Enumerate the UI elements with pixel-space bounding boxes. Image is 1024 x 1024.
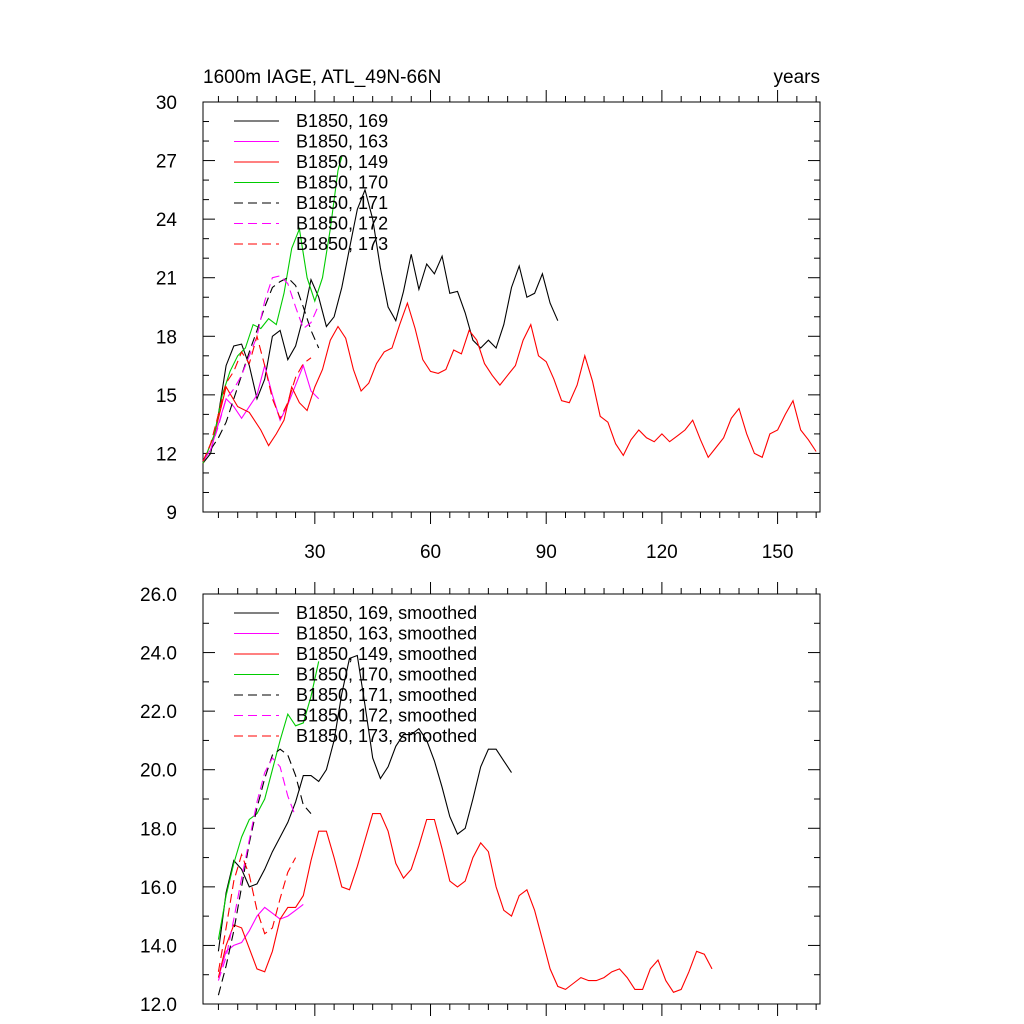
legend-entry-6: B1850, 173 [296,234,388,254]
legend-entry-4: B1850, 171, smoothed [296,685,477,705]
y-tick-label: 12 [156,444,177,465]
y-tick-label: 18.0 [140,819,177,840]
legend-entry-0: B1850, 169 [296,111,388,131]
legend-entry-2: B1850, 149 [296,152,388,172]
series-line-5 [217,757,297,981]
y-tick-label: 22.0 [140,702,177,723]
y-tick-label: 18 [156,327,177,348]
y-tick-label: 21 [156,269,177,290]
series-line-5 [202,275,320,462]
y-tick-label: 24.0 [140,644,177,665]
legend-entry-2: B1850, 149, smoothed [296,644,477,664]
series-line-6 [217,852,297,972]
series-line-3 [202,156,343,464]
x-tick-label: 90 [536,542,557,563]
x-tick-label: 30 [304,542,325,563]
series-line-2 [202,301,817,464]
y-tick-label: 9 [166,503,177,524]
y-tick-label: 27 [156,152,177,173]
legend-entry-4: B1850, 171 [296,193,388,213]
legend-entry-6: B1850, 173, smoothed [296,726,477,746]
y-tick-label: 30 [156,93,177,114]
series-line-6 [202,334,312,462]
legend-entry-5: B1850, 172, smoothed [296,706,477,726]
series-line-4 [217,748,312,996]
legend-entry-0: B1850, 169, smoothed [296,603,477,623]
y-tick-label: 24 [156,210,178,231]
x-tick-label: 150 [762,542,794,563]
y-tick-label: 20.0 [140,761,177,782]
series-line-0 [217,654,512,952]
legend-entry-1: B1850, 163 [296,132,388,152]
y-tick-label: 16.0 [140,878,177,899]
series-line-2 [217,813,713,993]
legend-entry-3: B1850, 170, smoothed [296,665,477,685]
units-label: years [774,67,820,88]
y-tick-label: 15 [156,386,177,407]
series-line-3 [217,661,320,940]
legend-entry-3: B1850, 170 [296,173,388,193]
plot-frame [202,101,821,513]
y-tick-label: 26.0 [140,585,177,606]
y-tick-label: 12.0 [140,995,177,1016]
x-tick-label: 60 [420,542,441,563]
y-tick-label: 14.0 [140,936,177,957]
series-line-1 [217,903,304,978]
legend-entry-1: B1850, 163, smoothed [296,624,477,644]
chart-title: 1600m IAGE, ATL_49N-66N [203,67,441,88]
series-line-1 [202,363,320,462]
x-tick-label: 120 [646,542,678,563]
bottom-panel: 12.0 14.0 16.0 18.0 20.0 22.0 24.0 26.0 B1850, 1… [140,582,821,1016]
series-line-0 [202,188,559,464]
legend-entry-5: B1850, 172 [296,214,388,234]
